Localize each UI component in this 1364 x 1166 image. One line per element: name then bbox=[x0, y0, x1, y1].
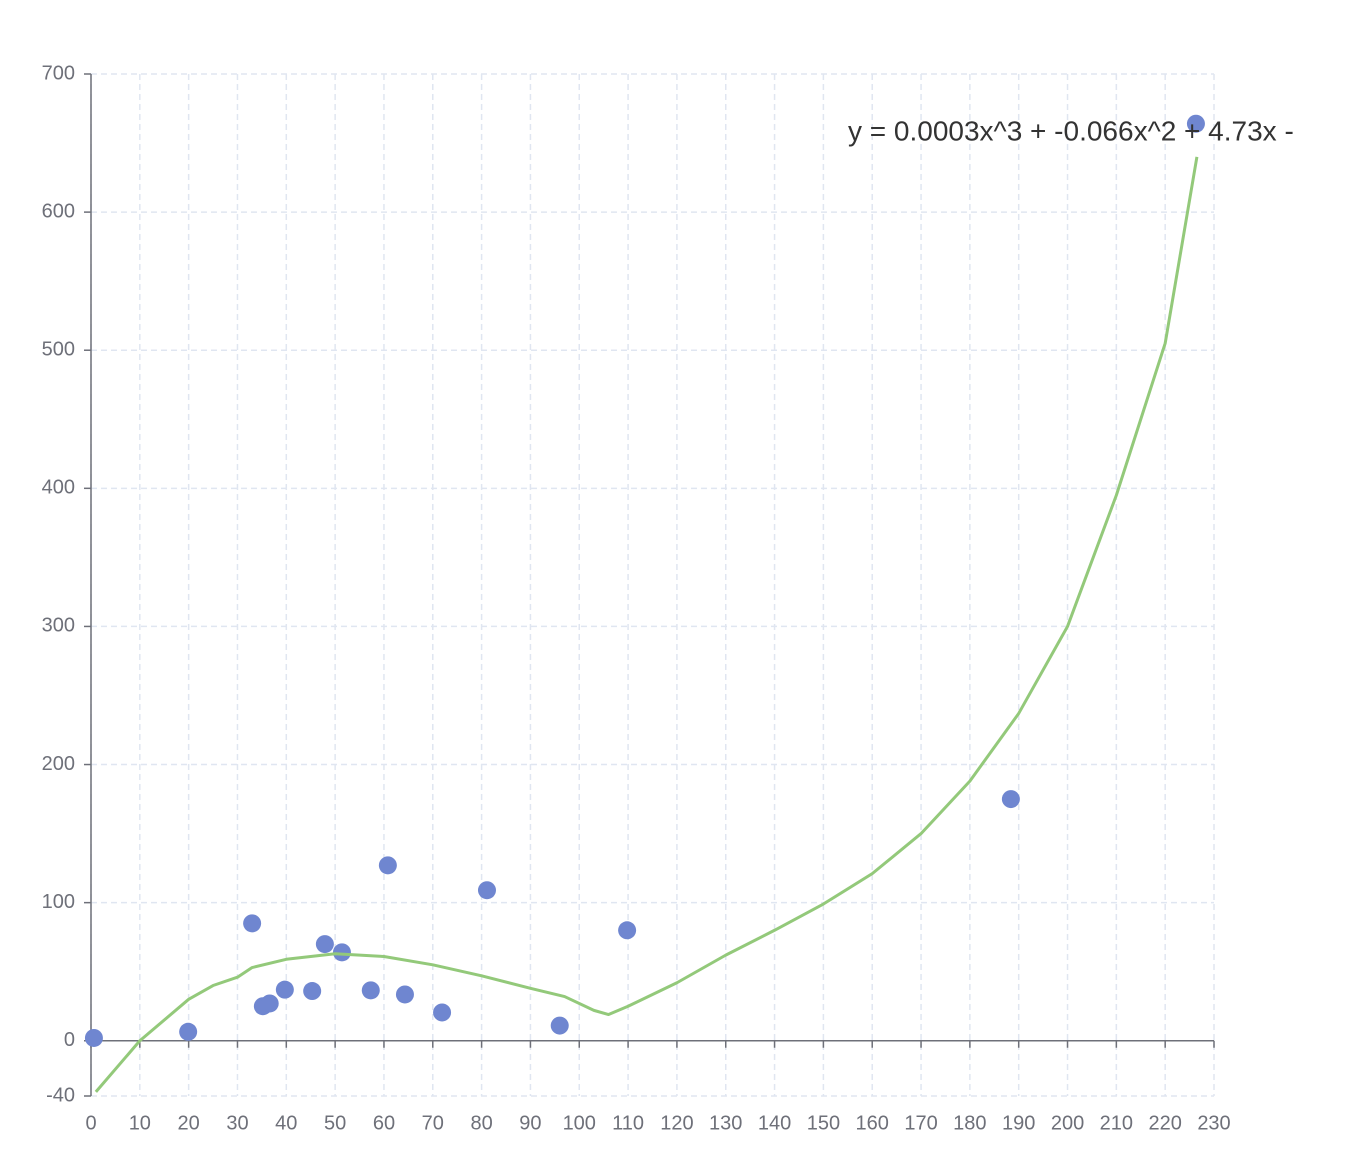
scatter-point bbox=[275, 980, 294, 999]
equation-annotation: y = 0.0003x^3 + -0.066x^2 + 4.73x - bbox=[848, 115, 1294, 146]
y-tick-label: 700 bbox=[42, 62, 75, 84]
y-tick-label: 0 bbox=[64, 1029, 75, 1051]
y-tick-label: 200 bbox=[42, 753, 75, 775]
grid bbox=[90, 73, 1215, 1097]
scatter-point bbox=[433, 1003, 452, 1022]
x-tick-label: 0 bbox=[85, 1112, 96, 1134]
x-tick-label: 200 bbox=[1051, 1112, 1084, 1134]
x-tick-label: 10 bbox=[129, 1112, 151, 1134]
scatter-point bbox=[260, 994, 279, 1013]
scatter-point bbox=[550, 1016, 569, 1035]
x-tick-label: 90 bbox=[519, 1112, 541, 1134]
marks bbox=[84, 114, 1205, 1093]
x-tick-label: 40 bbox=[275, 1112, 297, 1134]
scatter-point bbox=[243, 914, 262, 933]
x-tick-label: 190 bbox=[1002, 1112, 1035, 1134]
scatter-point bbox=[361, 981, 380, 1000]
x-tick-label: 80 bbox=[470, 1112, 492, 1134]
x-tick-label: 230 bbox=[1197, 1112, 1230, 1134]
x-tick-label: 160 bbox=[856, 1112, 889, 1134]
y-tick-label: 100 bbox=[42, 891, 75, 913]
x-tick-label: 20 bbox=[178, 1112, 200, 1134]
x-tick-label: 140 bbox=[758, 1112, 791, 1134]
x-tick-label: 210 bbox=[1100, 1112, 1133, 1134]
x-tick-label: 170 bbox=[904, 1112, 937, 1134]
x-tick-label: 180 bbox=[953, 1112, 986, 1134]
x-tick-label: 110 bbox=[612, 1112, 644, 1134]
scatter-point bbox=[477, 881, 496, 900]
x-tick-label: 60 bbox=[373, 1112, 395, 1134]
scatter-point bbox=[303, 982, 322, 1001]
scatter-point bbox=[315, 935, 334, 954]
scatter-point bbox=[618, 921, 637, 940]
scatter-point bbox=[1186, 114, 1205, 133]
x-tick-label: 120 bbox=[660, 1112, 693, 1134]
y-tick-label: -40 bbox=[46, 1084, 75, 1106]
x-tick-label: 50 bbox=[324, 1112, 346, 1134]
scatter-point bbox=[378, 856, 397, 875]
x-tick-label: 220 bbox=[1148, 1112, 1181, 1134]
scatter-point bbox=[395, 985, 414, 1004]
scatter-point bbox=[332, 943, 351, 962]
x-tick-label: 30 bbox=[226, 1112, 248, 1134]
x-tick-label: 130 bbox=[709, 1112, 742, 1134]
x-tick-label: 100 bbox=[563, 1112, 596, 1134]
scatter-point bbox=[179, 1022, 198, 1041]
x-tick-label: 150 bbox=[807, 1112, 840, 1134]
axes: -40 0 100 200 300 400 500 600 700 0 10 20 30 40 50 60 70… bbox=[42, 62, 1231, 1134]
x-tick-label: 70 bbox=[422, 1112, 444, 1134]
y-tick-label: 400 bbox=[42, 477, 75, 499]
scatter-point bbox=[84, 1028, 103, 1047]
y-tick-label: 300 bbox=[42, 615, 75, 637]
scatter-point bbox=[1001, 790, 1020, 809]
regression-line bbox=[94, 156, 1199, 1093]
y-tick-label: 500 bbox=[42, 338, 75, 360]
y-tick-label: 600 bbox=[42, 200, 75, 222]
